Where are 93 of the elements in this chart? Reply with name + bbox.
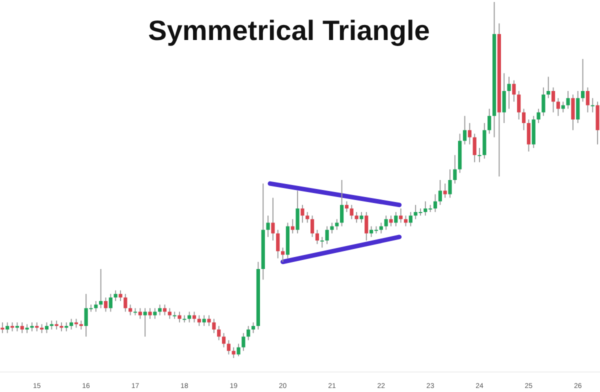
candlestick xyxy=(364,212,368,242)
candlestick xyxy=(0,322,4,334)
candlestick xyxy=(344,200,349,213)
candlestick xyxy=(394,212,398,227)
candlestick xyxy=(453,154,457,184)
candlestick xyxy=(172,311,176,320)
candlestick xyxy=(561,101,565,113)
candlestick xyxy=(512,80,516,102)
candlestick xyxy=(124,293,128,312)
candlestick xyxy=(335,218,339,230)
candlestick xyxy=(148,308,152,320)
candlestick xyxy=(586,86,590,113)
candlestick xyxy=(188,311,192,323)
candlestick xyxy=(143,308,147,338)
candlestick xyxy=(546,76,550,99)
candlestick xyxy=(542,86,546,116)
candlestick xyxy=(404,215,408,227)
candlestick xyxy=(399,208,403,224)
candlestick xyxy=(443,183,447,198)
candlestick xyxy=(350,204,354,220)
candlestick xyxy=(217,325,221,341)
candlestick xyxy=(576,90,580,124)
candlestick xyxy=(20,322,24,334)
candlestick xyxy=(128,304,132,316)
candlestick xyxy=(571,94,575,131)
candlestick xyxy=(551,86,556,113)
candlestick xyxy=(296,190,300,234)
candlestick xyxy=(271,197,275,242)
candlestick xyxy=(536,108,540,124)
candlestick xyxy=(207,314,211,326)
candlestick xyxy=(433,194,438,213)
candlestick xyxy=(197,314,201,326)
candlestick xyxy=(310,215,314,238)
candlestick xyxy=(472,133,476,163)
candlestick xyxy=(222,332,226,348)
candlestick xyxy=(6,322,10,334)
candlestick xyxy=(242,332,246,352)
candlestick xyxy=(502,72,506,124)
candlestick xyxy=(580,58,585,102)
candlestick xyxy=(212,318,216,334)
candlestick xyxy=(389,215,393,227)
candlestick xyxy=(114,290,118,302)
candlestick xyxy=(44,322,49,334)
candlestick xyxy=(246,325,250,341)
candlestick xyxy=(360,212,364,224)
candlestick xyxy=(158,304,162,316)
candlestick xyxy=(488,108,492,134)
candlestick xyxy=(276,229,280,259)
candlestick xyxy=(438,180,442,206)
candlestick xyxy=(354,212,358,224)
candlestick xyxy=(133,308,138,316)
candlestick xyxy=(566,90,570,110)
candlestick xyxy=(153,308,157,320)
candlestick xyxy=(408,212,412,227)
candlestick xyxy=(315,229,320,245)
candlestick xyxy=(192,311,196,323)
candlestick xyxy=(306,212,310,224)
candlestick xyxy=(556,98,560,116)
candlestick xyxy=(236,343,240,357)
candlestick xyxy=(99,268,103,309)
candlestick xyxy=(330,222,334,234)
candlestick xyxy=(178,311,182,323)
candlestick xyxy=(280,247,285,262)
candlestick xyxy=(251,322,256,334)
candlestick xyxy=(226,340,230,355)
candlestick xyxy=(590,98,594,113)
candlestick xyxy=(379,222,383,234)
candlestick xyxy=(320,236,324,248)
candlestick xyxy=(162,304,167,316)
text: Symmetrical Triangle xyxy=(148,15,430,46)
candlestick xyxy=(526,118,530,152)
candlestick xyxy=(522,108,526,131)
candlestick xyxy=(232,346,236,358)
candlestick xyxy=(300,204,304,224)
candlestick xyxy=(340,180,344,227)
candlestick xyxy=(202,314,206,326)
candlestick xyxy=(462,115,467,145)
candlestick xyxy=(108,293,112,312)
candlestick xyxy=(290,218,294,234)
candlestick xyxy=(266,215,270,238)
candlestick xyxy=(468,122,472,145)
candlestick xyxy=(507,76,511,110)
candlestick xyxy=(517,90,521,120)
candlestick xyxy=(448,168,452,198)
candlestick xyxy=(104,296,108,312)
candlestick xyxy=(168,308,172,320)
candlestick xyxy=(138,308,142,320)
candlestick xyxy=(94,300,98,312)
candlestick xyxy=(118,290,122,302)
candlestick xyxy=(384,215,388,230)
candlestick xyxy=(325,226,329,245)
candlestick xyxy=(70,318,74,330)
candlestick xyxy=(478,147,482,163)
